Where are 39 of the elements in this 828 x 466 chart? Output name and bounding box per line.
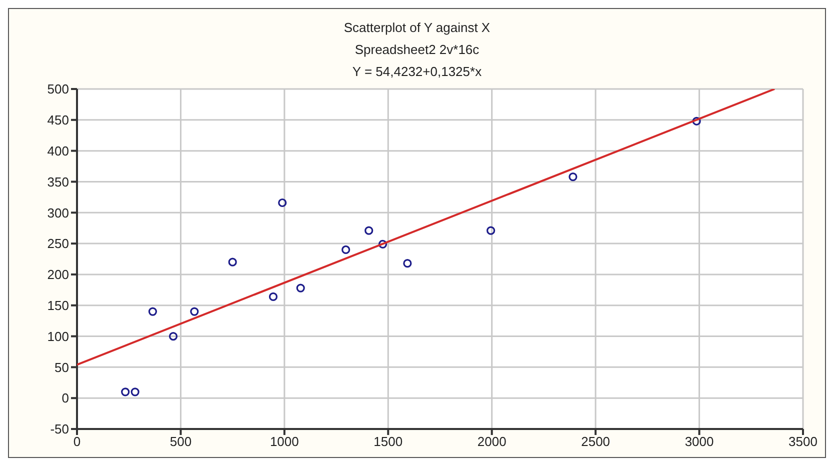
text: Y = 54,4232+0,1325*x	[351, 63, 483, 81]
point	[228, 258, 237, 266]
chart-subtitle: Spreadsheet2 2v*16c	[354, 41, 480, 59]
x-tick-label: 3500	[788, 434, 818, 450]
y-tick-label: 0	[62, 390, 69, 406]
y-tick-label: -50	[50, 422, 69, 437]
y-tick-label: 500	[47, 82, 69, 97]
x-tick-label: 2500	[581, 434, 610, 450]
point	[190, 307, 199, 316]
point	[342, 245, 350, 254]
point	[486, 226, 496, 235]
y-tick-label: 150	[47, 298, 69, 313]
x-tick-label: 0	[73, 434, 81, 450]
y-tick-label: 450	[47, 112, 69, 128]
x-tick-label: 500	[170, 434, 192, 450]
y-tick-label: 400	[47, 143, 69, 158]
y-tick-label: 200	[47, 267, 69, 282]
y-tick-label: 250	[47, 236, 69, 252]
point	[168, 332, 178, 341]
point	[403, 259, 412, 268]
point	[296, 284, 305, 292]
point	[268, 292, 278, 302]
y-tick-label: 300	[47, 205, 69, 220]
x-tick-label: 3000	[684, 434, 714, 450]
y-tick-label: 100	[47, 328, 69, 344]
point	[692, 116, 701, 126]
point	[121, 388, 130, 396]
point	[364, 226, 374, 235]
point	[130, 388, 140, 396]
x-tick-label: 1000	[270, 434, 299, 450]
point	[278, 198, 287, 208]
y-tick-label: 50	[54, 360, 69, 375]
x-tick-label: 1500	[374, 434, 403, 450]
point	[568, 172, 578, 182]
y-tick-label: 350	[47, 174, 69, 190]
point	[148, 307, 158, 316]
x-tick-label: 2000	[477, 434, 506, 450]
point	[378, 240, 388, 248]
chart-title: Scatterplot of Y against X	[342, 19, 492, 37]
